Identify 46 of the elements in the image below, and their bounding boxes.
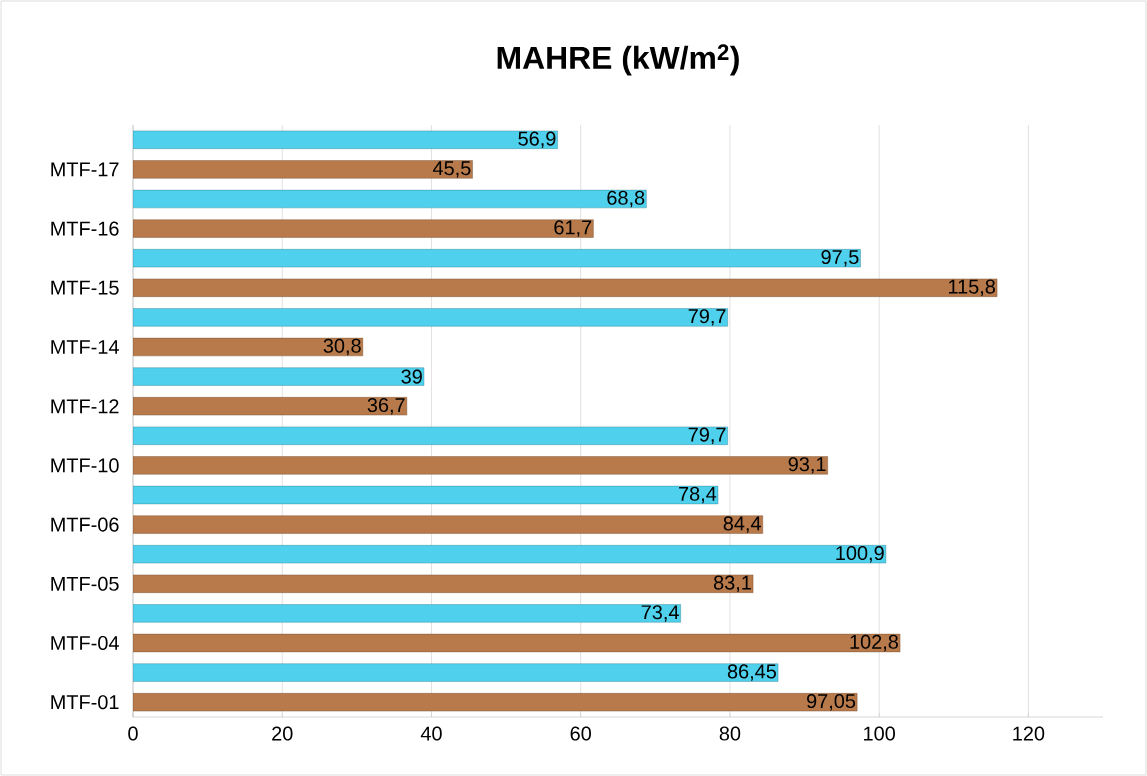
y-tick-label: MTF-16	[51, 221, 119, 236]
x-tick-label: 40	[420, 726, 442, 741]
bar	[133, 604, 681, 623]
y-tick-label: MTF-04	[51, 635, 119, 651]
data-label: 83,1	[713, 575, 751, 593]
x-tick-label: 100	[864, 726, 895, 741]
y-tick-label: MTF-12	[51, 399, 119, 414]
chart-title: MAHRE (kW/m$^{2}$)	[497, 44, 739, 76]
data-label: 86,45	[727, 664, 777, 681]
data-label: 78,4	[679, 486, 717, 504]
y-tick-label: MTF-06	[51, 517, 119, 532]
bar	[133, 663, 779, 682]
y-tick-label: MTF-17	[51, 162, 119, 177]
data-label: 56,9	[518, 131, 556, 149]
x-tick-label: 120	[1013, 726, 1045, 741]
data-label: 84,4	[723, 516, 761, 533]
data-label: 97,05	[807, 693, 856, 711]
bar	[133, 308, 728, 327]
y-tick-label: MTF-01	[51, 695, 119, 710]
data-label: 115,8	[948, 279, 995, 297]
data-label: 36,7	[367, 397, 405, 415]
data-label: 68,8	[607, 190, 645, 208]
bar	[133, 515, 763, 534]
y-tick-label: MTF-05	[51, 576, 119, 591]
data-label: 97,5	[821, 249, 859, 267]
data-label: 93,1	[788, 457, 826, 474]
x-tick-label: 60	[570, 726, 591, 741]
data-label: 100,9	[836, 545, 884, 563]
bar	[133, 219, 594, 238]
bar	[133, 456, 828, 475]
data-label: 45,5	[432, 161, 471, 178]
data-label: 79,7	[688, 427, 726, 445]
x-tick-label: 80	[719, 726, 741, 741]
y-tick-label: MTF-10	[51, 458, 119, 473]
data-label: 30,8	[323, 338, 361, 356]
bar	[133, 367, 425, 386]
x-tick-label: 0	[128, 726, 138, 741]
data-label: 73,4	[641, 605, 679, 622]
y-tick-label: MTF-14	[51, 340, 119, 354]
data-label: 79,7	[688, 309, 726, 326]
y-tick-label: MTF-15	[51, 280, 119, 295]
data-label: 61,7	[554, 220, 592, 237]
data-label: 102,8	[850, 634, 898, 652]
x-tick-label: 20	[272, 726, 293, 741]
bar	[133, 160, 473, 179]
data-label: 39	[401, 369, 422, 384]
